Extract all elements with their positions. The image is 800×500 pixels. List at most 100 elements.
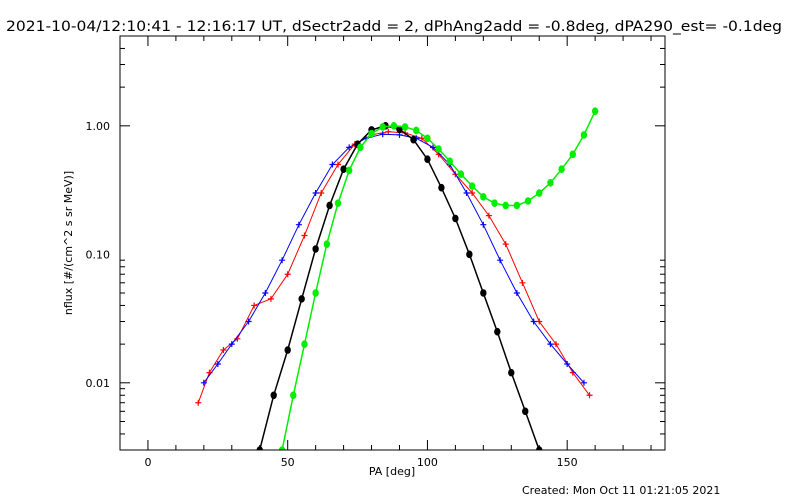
series-green-point: [524, 197, 532, 205]
series-blue-point: [200, 379, 207, 386]
series-black-point: [326, 201, 333, 210]
series-black-point: [480, 289, 487, 297]
series-green-point: [569, 150, 576, 159]
series-blue-point: [430, 144, 437, 151]
created-timestamp: Created: Mon Oct 11 01:21:05 2021: [522, 484, 720, 497]
series-red-point: [485, 212, 492, 219]
series-green-point: [580, 131, 588, 139]
series-blue-point: [580, 379, 587, 386]
y-tick-label: 0.01: [86, 377, 111, 390]
series-green-point: [591, 107, 599, 115]
series-blue-point: [480, 221, 487, 228]
series-green-line: [281, 110, 596, 450]
series-green-point: [413, 126, 420, 135]
series-blue-point: [513, 289, 520, 296]
series-blue-point: [228, 341, 235, 348]
series-red-point: [335, 161, 341, 168]
series-green-point: [435, 145, 442, 153]
series-red-point: [220, 347, 227, 354]
series-green-point: [357, 143, 364, 152]
series-blue-point: [245, 318, 252, 325]
series-green-point: [390, 122, 398, 130]
series-black-point: [466, 250, 473, 259]
series-red-point: [519, 279, 526, 286]
series-green-point: [536, 189, 543, 197]
series-black-point: [298, 295, 305, 303]
x-tick-label: 100: [417, 456, 438, 469]
series-blue-point: [463, 190, 470, 197]
series-green-point: [312, 289, 319, 297]
series-red-point: [267, 295, 274, 302]
series-blue-point: [497, 257, 504, 264]
series-blue-point: [279, 257, 286, 264]
series-black-point: [270, 391, 277, 400]
series-red-point: [536, 318, 543, 325]
series-red-point: [586, 392, 593, 399]
series-green-point: [278, 446, 286, 450]
series-black-line: [258, 125, 540, 450]
series-blue-point: [379, 131, 386, 138]
chart-title: 2021-10-04/12:10:41 - 12:16:17 UT, dSect…: [6, 19, 782, 35]
series-red-point: [502, 241, 509, 248]
y-axis-label: nflux [#/(cm^2 s sr MeV)]: [62, 171, 75, 315]
x-tick-label: 0: [144, 456, 151, 469]
series-green-point: [491, 199, 498, 207]
series-black-point: [494, 327, 501, 336]
series-black-point: [424, 155, 431, 163]
plot-frame: [119, 35, 666, 451]
series-red-point: [284, 271, 291, 278]
x-tick-label: 50: [281, 456, 295, 469]
series-green-point: [334, 199, 342, 207]
series-blue-point: [329, 161, 336, 168]
series-green-point: [457, 170, 465, 179]
y-tick-label: 1.00: [86, 120, 111, 133]
series-green-point: [290, 391, 297, 400]
series-red-line: [197, 131, 590, 403]
series-blue-point: [214, 361, 221, 368]
series-black-point: [340, 165, 347, 173]
axis-layer: 0.01 0.10 1.00 0 50 100 150: [86, 35, 665, 469]
series-black-point: [396, 125, 403, 134]
series-green-point: [368, 129, 375, 138]
series-red-point: [385, 128, 392, 135]
series-red-point: [318, 190, 325, 197]
series-black-point: [522, 407, 529, 416]
series-black-point: [438, 183, 445, 192]
series-red-point: [251, 302, 258, 309]
series-blue-point: [346, 144, 353, 151]
series-black-point: [410, 135, 417, 144]
series-blue-point: [530, 318, 537, 325]
series-green-point: [345, 166, 353, 175]
series-blue-point: [295, 221, 302, 228]
series-green-point: [558, 165, 565, 173]
series-blue-line: [203, 133, 585, 384]
series-black-point: [284, 346, 291, 354]
series-green-point: [301, 340, 308, 348]
series-black-point: [312, 245, 319, 253]
series-blue-point: [547, 341, 554, 348]
series-green-point: [468, 182, 476, 190]
series-green-point: [547, 179, 554, 187]
series-green-point: [502, 201, 509, 210]
series-blue-point: [564, 361, 571, 368]
series-black-point: [452, 214, 459, 223]
series-blue-point: [262, 289, 269, 296]
x-tick-label: 150: [557, 456, 578, 469]
series-red-point: [195, 399, 202, 406]
y-tick-label: 0.10: [86, 248, 111, 261]
series-red-point: [301, 232, 308, 239]
data-layer: [195, 107, 599, 450]
series-green-point: [446, 157, 453, 166]
series-green-point: [379, 123, 386, 131]
series-red-point: [418, 135, 425, 142]
series-black-point: [508, 368, 515, 377]
series-green-point: [401, 123, 409, 131]
series-green-point: [323, 240, 331, 248]
series-green-point: [424, 134, 431, 143]
x-axis-label: PA [deg]: [369, 465, 415, 478]
series-red-point: [469, 190, 476, 197]
series-green-point: [513, 201, 521, 210]
series-blue-point: [312, 190, 319, 197]
series-green-point: [480, 193, 487, 201]
